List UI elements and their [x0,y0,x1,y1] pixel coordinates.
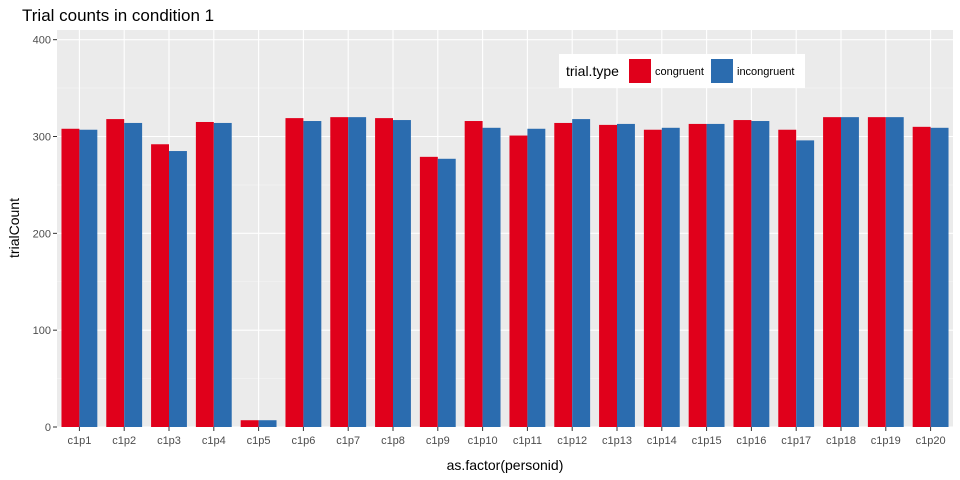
bar-incongruent-c1p18 [841,117,859,428]
x-tick-label: c1p20 [916,435,946,447]
legend-swatch-congruent [629,59,651,83]
bar-congruent-c1p1 [61,128,80,427]
bar-congruent-c1p8 [375,118,393,428]
x-tick-label: c1p14 [647,435,677,447]
bar-incongruent-c1p4 [213,122,232,427]
bars [61,117,949,428]
legend-box [559,54,805,88]
x-tick-label: c1p15 [692,435,722,447]
bar-congruent-c1p11 [509,135,528,428]
y-tick-label: 400 [33,35,51,47]
x-tick-label: c1p5 [247,435,271,447]
bar-incongruent-c1p9 [437,158,456,427]
x-tick-label: c1p16 [736,435,766,447]
bar-incongruent-c1p17 [796,140,815,427]
legend-label-incongruent: incongruent [737,66,795,78]
x-tick-label: c1p19 [871,435,901,447]
bar-incongruent-c1p13 [617,123,635,428]
bar-incongruent-c1p14 [661,127,680,428]
bar-incongruent-c1p12 [572,119,591,428]
bar-congruent-c1p14 [643,129,662,428]
x-tick-label: c1p17 [781,435,811,447]
chart-title: Trial counts in condition 1 [22,6,214,25]
bar-congruent-c1p5 [240,420,259,427]
bar-congruent-c1p12 [554,122,573,427]
bar-incongruent-c1p2 [124,122,143,427]
plot-panel [57,30,953,427]
bar-congruent-c1p17 [778,129,797,428]
x-tick-label: c1p9 [426,435,450,447]
y-tick-label: 0 [45,422,51,434]
bar-incongruent-c1p5 [258,420,277,427]
bar-congruent-c1p10 [464,121,483,428]
bar-congruent-c1p13 [599,124,617,427]
x-tick-label: c1p3 [157,435,181,447]
bar-congruent-c1p20 [912,126,931,427]
y-tick-label: 200 [33,228,51,240]
bar-incongruent-c1p20 [930,127,949,428]
bar-congruent-c1p7 [330,117,349,428]
x-tick-label: c1p6 [291,435,315,447]
y-tick-label: 300 [33,132,51,144]
x-tick-label: c1p10 [468,435,498,447]
bar-incongruent-c1p19 [885,117,904,428]
x-axis: c1p1 c1p2 c1p3 c1p4 c1p5 c1p6 c1p7 c1p8 c1p9 c1p1… [67,427,946,447]
bar-congruent-c1p2 [106,119,125,428]
bar-incongruent-c1p6 [303,121,322,428]
bar-incongruent-c1p7 [348,117,367,428]
bar-congruent-c1p3 [151,144,169,427]
bar-congruent-c1p16 [733,120,752,428]
y-axis: 0 100 200 300 400 [33,35,57,434]
bar-incongruent-c1p11 [527,128,546,427]
bar-incongruent-c1p16 [751,121,770,428]
x-tick-label: c1p11 [513,435,542,447]
y-axis-title: trialCount [6,198,22,258]
bar-incongruent-c1p8 [393,120,411,428]
x-axis-title: as.factor(personid) [447,457,564,473]
bar-congruent-c1p15 [688,123,707,428]
bar-congruent-c1p9 [419,156,438,427]
legend-title: trial.type [566,63,619,79]
legend: trial.type congruent incongruent [559,54,805,88]
bar-congruent-c1p18 [823,117,841,428]
x-tick-label: c1p12 [557,435,587,447]
bar-incongruent-c1p3 [169,151,187,427]
x-tick-label: c1p13 [602,435,632,447]
legend-label-congruent: congruent [655,66,704,78]
x-tick-label: c1p7 [336,435,360,447]
bar-congruent-c1p6 [285,118,304,428]
bar-congruent-c1p4 [195,121,214,428]
bar-incongruent-c1p1 [79,129,98,428]
bar-congruent-c1p19 [867,117,886,428]
legend-swatch-incongruent [711,59,733,83]
x-tick-label: c1p4 [202,435,226,447]
bar-incongruent-c1p10 [482,127,501,428]
bar-incongruent-c1p15 [706,123,725,428]
y-tick-label: 100 [33,325,51,337]
x-tick-label: c1p8 [381,435,405,447]
x-tick-label: c1p18 [826,435,856,447]
x-tick-label: c1p1 [67,435,91,447]
x-tick-label: c1p2 [112,435,136,447]
